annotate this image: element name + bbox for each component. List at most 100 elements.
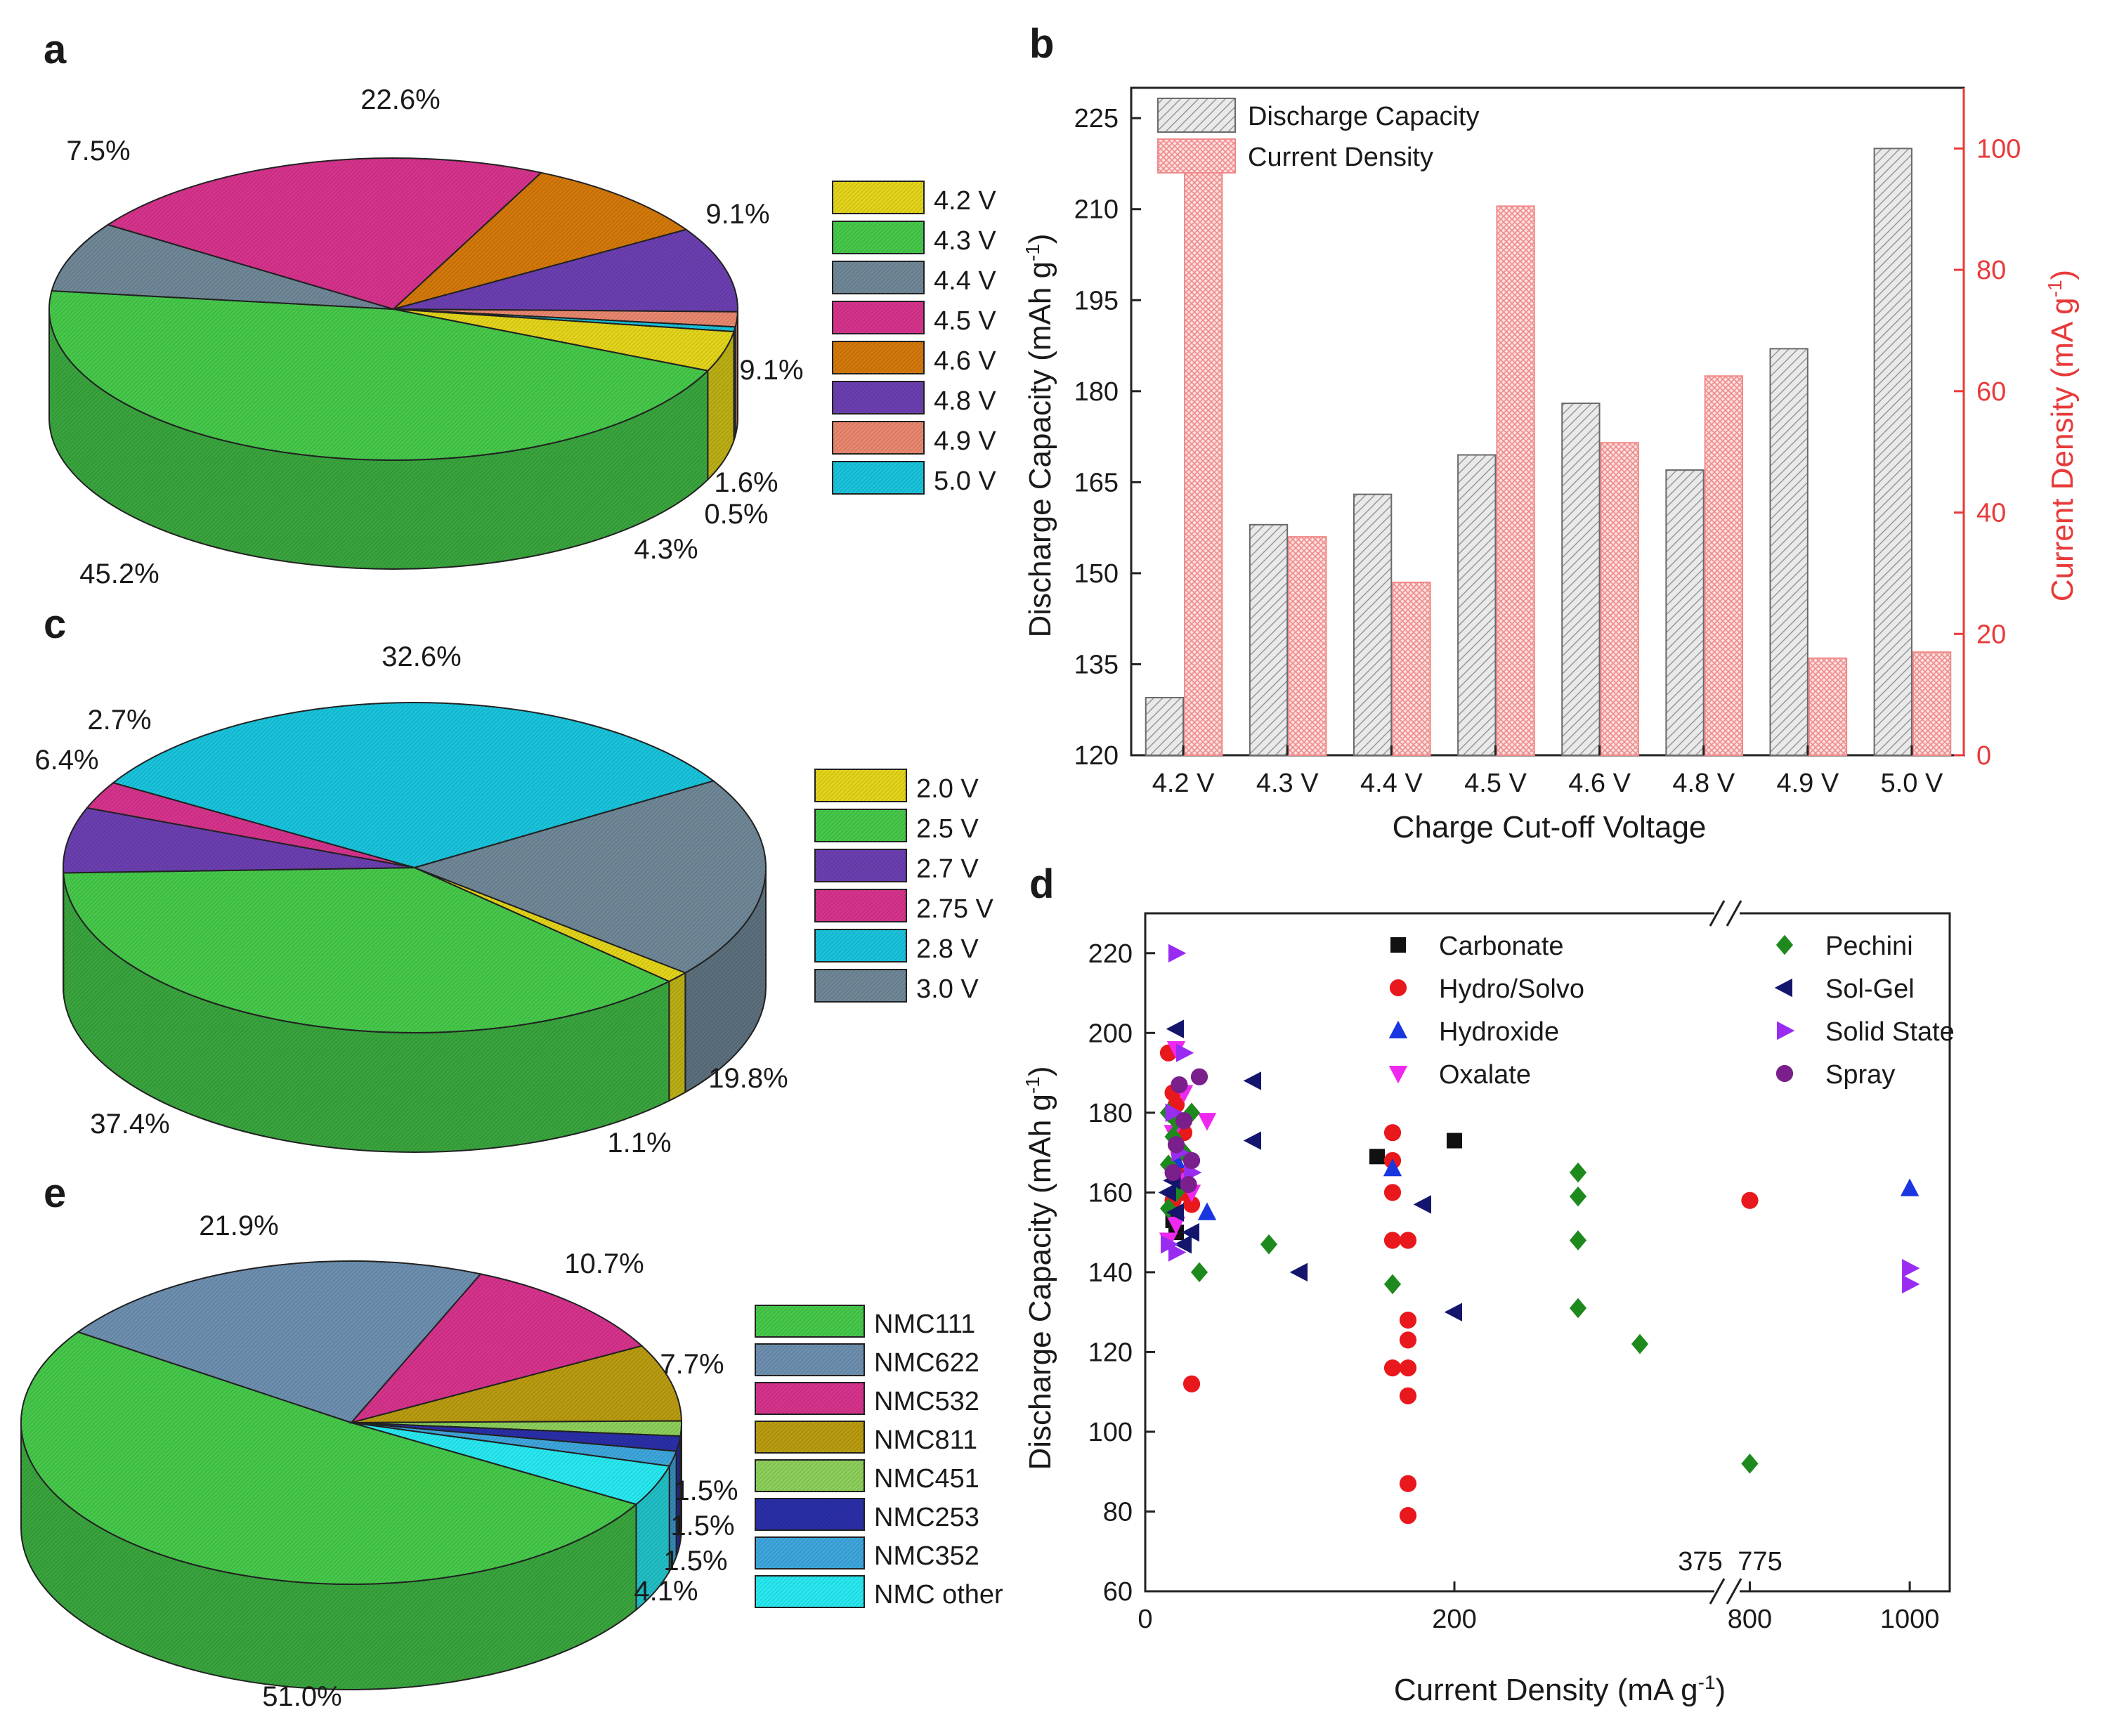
pie-slice-texture-nmc622 bbox=[78, 1260, 481, 1423]
legend-label-nmc352: NMC352 bbox=[874, 1541, 979, 1571]
legend-label-4-9-v: 4.9 V bbox=[934, 426, 996, 456]
legend-marker-spray bbox=[1775, 1064, 1794, 1083]
pie-side-texture-nmc352 bbox=[669, 1451, 677, 1572]
legend-swatch-current-density bbox=[1157, 138, 1236, 174]
legend-label-spray: Spray bbox=[1825, 1060, 1895, 1090]
pie-value-label: 1.5% bbox=[674, 1475, 738, 1506]
legend-label-2-0-v: 2.0 V bbox=[916, 774, 979, 804]
pie-value-label: 21.9% bbox=[199, 1210, 278, 1241]
legend-swatch-texture-2-8-v bbox=[815, 929, 906, 962]
marker-spray bbox=[1180, 1175, 1197, 1194]
marker-sol-gel bbox=[1243, 1131, 1261, 1150]
pie-slice-texture-nmc111 bbox=[21, 1331, 637, 1584]
pie-side-texture-4-3-v bbox=[48, 309, 708, 569]
legend-marker-hydro-solvo bbox=[1389, 979, 1407, 997]
pie-slice-texture-4-3-v bbox=[49, 290, 708, 460]
y-tick-label-b: 135 bbox=[1074, 650, 1119, 679]
legend-swatch-texture-4-9-v bbox=[833, 422, 924, 454]
pie-chart-a: 45.2% 7.5% 22.6% 9.1% 9.1% 1.6%0.5%4.3% bbox=[48, 84, 804, 589]
legend-label-4-3-v: 4.3 V bbox=[934, 226, 996, 256]
marker-pechini bbox=[1383, 1274, 1402, 1295]
legend-label-solid-state: Solid State bbox=[1825, 1017, 1955, 1047]
legend-swatch-texture-4-2-v bbox=[833, 181, 924, 214]
y-axis-label-d: Discharge Capacity (mAh g-1) bbox=[1022, 1066, 1057, 1470]
x-tick-label-b: 4.6 V bbox=[1568, 769, 1631, 798]
pie-slice-texture-nmc811 bbox=[351, 1345, 682, 1423]
x-tick-label-b: 4.8 V bbox=[1672, 769, 1735, 798]
marker-sol-gel bbox=[1413, 1195, 1431, 1214]
legend-label-4-2-v: 4.2 V bbox=[934, 186, 996, 216]
pie-value-label: 9.1% bbox=[705, 199, 769, 230]
bar-current-density-4-8-v bbox=[1704, 375, 1744, 756]
legend-swatch-texture-nmc451 bbox=[755, 1460, 864, 1492]
marker-pechini bbox=[1631, 1333, 1649, 1355]
legend-label-4-4-v: 4.4 V bbox=[934, 266, 996, 296]
marker-solid-state bbox=[1176, 1043, 1194, 1062]
legend-label-carbonate: Carbonate bbox=[1439, 932, 1563, 961]
bar-current-density-5-0-v bbox=[1912, 651, 1952, 756]
scatter-chart-d: 375 775 60 80 100 120 140 160 180 200 220 0 200 800 10… bbox=[1088, 899, 1955, 1634]
legend-e: NMC111 NMC622 NMC532 NMC811 NMC451 NMC253 NMC3… bbox=[755, 1305, 1003, 1610]
bar-discharge-capacity-4-5-v bbox=[1457, 454, 1497, 756]
x-tick-label-b: 4.9 V bbox=[1776, 769, 1839, 798]
bar-current-density-4-3-v bbox=[1288, 536, 1327, 756]
axis-break-label-from: 375 bbox=[1678, 1547, 1722, 1577]
pie-slice-texture-4-6-v bbox=[393, 172, 686, 309]
panel-a: a 45.2% 7.5% 22.6% 9.1% 9.1% 1.6%0.5%4.3% 4.2… bbox=[44, 27, 996, 589]
pie-value-label: 1.6% bbox=[714, 467, 778, 498]
pie-value-label: 1.1% bbox=[607, 1128, 671, 1159]
y-tick-label-d: 180 bbox=[1088, 1099, 1133, 1128]
axis-break-gap-bottom bbox=[1714, 1577, 1740, 1605]
marker-hydro-solvo bbox=[1399, 1311, 1417, 1329]
pie-value-label: 22.6% bbox=[360, 84, 440, 115]
legend-swatch-texture-4-6-v bbox=[833, 341, 924, 374]
marker-hydro-solvo bbox=[1741, 1192, 1759, 1209]
marker-solid-state bbox=[1902, 1274, 1920, 1294]
legend-label-hydro-solvo: Hydro/Solvo bbox=[1439, 974, 1584, 1004]
legend-marker-sol-gel bbox=[1774, 978, 1792, 998]
pie-side-texture-nmc111 bbox=[21, 1423, 637, 1690]
legend-swatch-texture-3-0-v bbox=[815, 970, 906, 1002]
legend-swatch-texture-nmc253 bbox=[755, 1499, 864, 1530]
legend-swatch-texture-2-0-v bbox=[815, 769, 906, 802]
marker-sol-gel bbox=[1166, 1203, 1184, 1222]
y-tick-label-b: 195 bbox=[1074, 286, 1119, 315]
pie-value-label: 1.5% bbox=[670, 1510, 734, 1541]
marker-pechini bbox=[1159, 1198, 1178, 1219]
axis-break-mark bbox=[1726, 1578, 1742, 1605]
pie-side-texture-2-0-v bbox=[669, 972, 686, 1101]
bar-discharge-capacity-4-6-v bbox=[1561, 403, 1601, 756]
marker-pechini bbox=[1569, 1162, 1587, 1183]
legend-label-hydroxide: Hydroxide bbox=[1439, 1017, 1559, 1047]
panel-label-a: a bbox=[44, 27, 67, 72]
marker-sol-gel bbox=[1173, 1234, 1192, 1254]
y-tick-label-d: 220 bbox=[1088, 939, 1133, 969]
pie-slice-texture-4-5-v bbox=[107, 158, 542, 309]
marker-hydro-solvo bbox=[1383, 1124, 1402, 1142]
legend-swatch-texture-4-4-v bbox=[833, 261, 924, 294]
legend-label-nmc811: NMC811 bbox=[874, 1425, 977, 1455]
pie-side-texture-4-2-v bbox=[708, 332, 734, 480]
marker-solid-state bbox=[1168, 944, 1187, 962]
marker-hydro-solvo bbox=[1399, 1331, 1417, 1349]
pie-slice-texture-nmc532 bbox=[351, 1274, 642, 1423]
legend-label-3-0-v: 3.0 V bbox=[916, 974, 979, 1004]
marker-hydro-solvo bbox=[1182, 1196, 1201, 1213]
axis-break-gap-top bbox=[1714, 899, 1740, 927]
legend-label-nmc-other: NMC other bbox=[874, 1580, 1003, 1610]
bar-current-density-4-5-v bbox=[1496, 205, 1535, 756]
legend-swatch-texture-2-5-v bbox=[815, 809, 906, 842]
legend-swatch-texture-nmc352 bbox=[755, 1537, 864, 1569]
legend-label-pechini: Pechini bbox=[1825, 932, 1913, 961]
bar-current-density-4-4-v bbox=[1392, 581, 1431, 757]
x-tick-label-d: 1000 bbox=[1880, 1605, 1940, 1634]
pie-value-label: 7.7% bbox=[660, 1349, 724, 1380]
marker-pechini bbox=[1569, 1186, 1587, 1207]
legend-label-4-8-v: 4.8 V bbox=[934, 386, 996, 416]
pie-value-label: 32.6% bbox=[382, 641, 461, 672]
bar-current-density-4-6-v bbox=[1600, 442, 1639, 757]
legend-swatch-texture-nmc111 bbox=[755, 1305, 864, 1337]
marker-pechini bbox=[1182, 1102, 1201, 1123]
legend-label-nmc622: NMC622 bbox=[874, 1348, 979, 1378]
